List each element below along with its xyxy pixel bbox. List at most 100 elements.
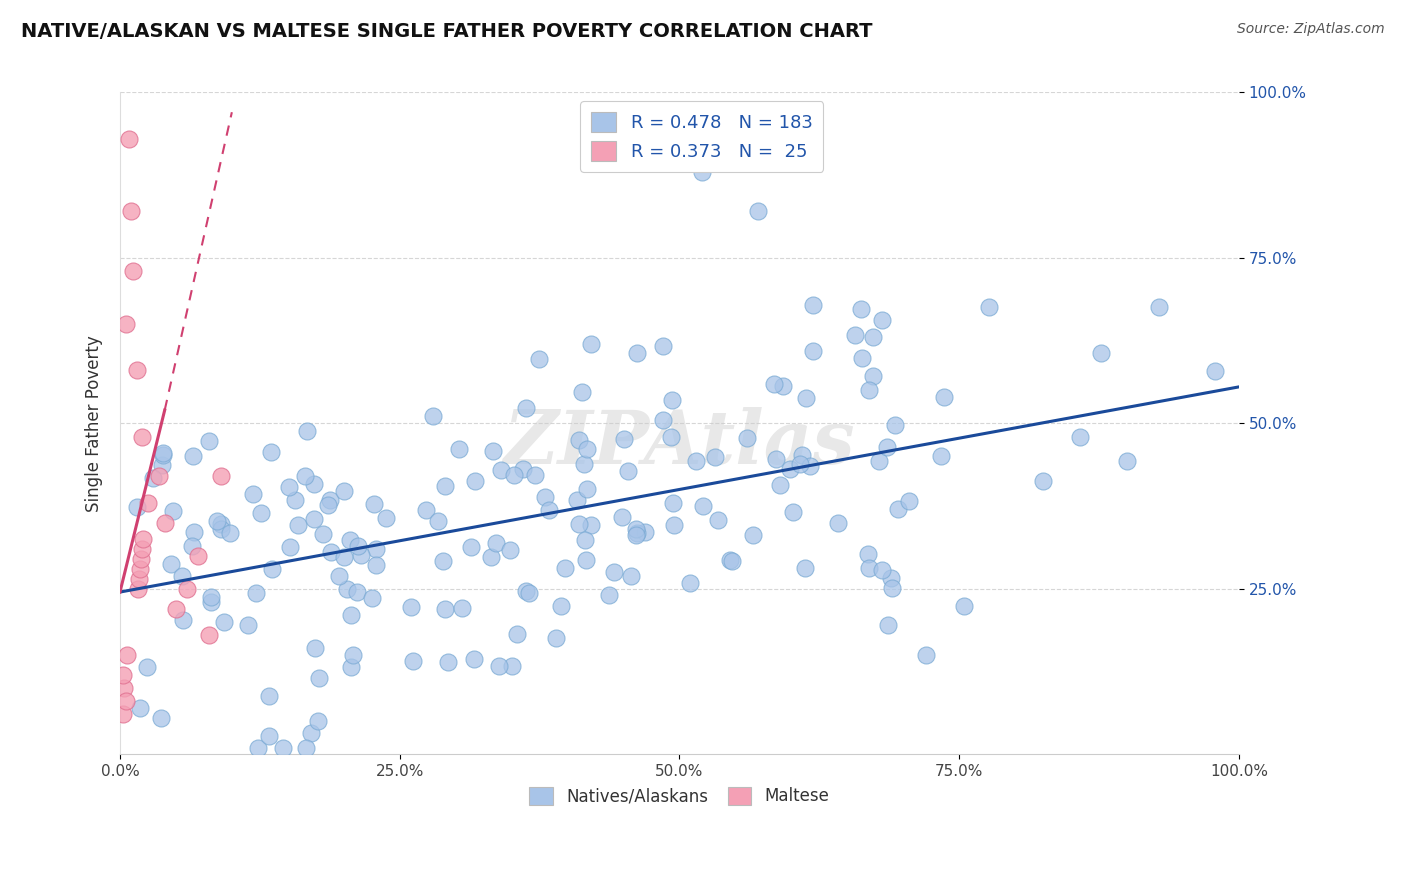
Point — [183, 525, 205, 540]
Point — [333, 484, 356, 499]
Point — [565, 492, 588, 507]
Point — [858, 383, 880, 397]
Point — [207, 514, 229, 528]
Point — [572, 457, 595, 471]
Point — [260, 444, 283, 458]
Point — [401, 599, 423, 614]
Point — [308, 671, 330, 685]
Point — [779, 462, 801, 476]
Point — [765, 452, 787, 467]
Point — [436, 655, 458, 669]
Point — [1147, 300, 1170, 314]
Point — [218, 525, 240, 540]
Point — [742, 528, 765, 542]
Point — [512, 462, 534, 476]
Point — [721, 554, 744, 568]
Point — [499, 543, 522, 558]
Point — [827, 516, 849, 530]
Point — [162, 504, 184, 518]
Legend: Natives/Alaskans, Maltese: Natives/Alaskans, Maltese — [523, 780, 837, 812]
Point — [172, 568, 194, 582]
Point — [366, 558, 388, 572]
Point — [312, 527, 335, 541]
Point — [692, 499, 714, 513]
Point — [112, 707, 135, 722]
Point — [150, 458, 173, 473]
Point — [172, 613, 194, 627]
Point — [236, 617, 259, 632]
Point — [260, 562, 283, 576]
Point — [527, 352, 550, 367]
Point — [880, 571, 903, 585]
Point — [433, 479, 456, 493]
Point — [427, 514, 450, 528]
Point — [876, 440, 898, 454]
Point — [868, 454, 890, 468]
Point — [295, 425, 318, 439]
Point — [1032, 474, 1054, 488]
Point — [198, 628, 221, 642]
Point — [707, 512, 730, 526]
Point — [209, 522, 232, 536]
Point — [485, 536, 508, 550]
Point — [579, 337, 602, 351]
Point — [952, 599, 974, 613]
Point — [129, 552, 152, 566]
Point — [491, 463, 513, 477]
Point — [538, 503, 561, 517]
Point — [479, 549, 502, 564]
Point — [287, 517, 309, 532]
Point — [862, 330, 884, 344]
Point — [278, 540, 301, 554]
Point — [856, 547, 879, 561]
Point — [127, 582, 149, 596]
Point — [626, 345, 648, 359]
Point — [661, 392, 683, 407]
Point — [165, 601, 187, 615]
Point — [120, 204, 142, 219]
Point — [460, 540, 482, 554]
Point — [375, 511, 398, 525]
Point — [690, 165, 713, 179]
Point — [142, 470, 165, 484]
Point — [363, 497, 385, 511]
Point — [503, 468, 526, 483]
Point — [579, 518, 602, 533]
Point — [574, 533, 596, 547]
Point — [793, 561, 815, 575]
Point — [884, 418, 907, 433]
Point — [501, 659, 523, 673]
Point — [319, 545, 342, 559]
Point — [482, 444, 505, 458]
Point — [769, 478, 792, 492]
Point — [575, 442, 598, 456]
Point — [575, 482, 598, 496]
Point — [803, 343, 825, 358]
Point — [181, 539, 204, 553]
Point — [294, 468, 316, 483]
Point — [271, 740, 294, 755]
Point — [685, 454, 707, 468]
Point — [789, 458, 811, 472]
Point — [792, 448, 814, 462]
Point — [214, 615, 236, 630]
Point — [882, 582, 904, 596]
Point — [209, 516, 232, 531]
Point — [152, 448, 174, 462]
Point — [782, 506, 804, 520]
Point — [131, 542, 153, 557]
Point — [517, 585, 540, 599]
Point — [125, 363, 148, 377]
Point — [422, 409, 444, 424]
Point — [794, 392, 817, 406]
Point — [718, 552, 741, 566]
Point — [148, 469, 170, 483]
Point — [346, 584, 368, 599]
Point — [575, 552, 598, 566]
Point — [112, 667, 135, 681]
Point — [197, 434, 219, 448]
Point — [862, 369, 884, 384]
Point — [877, 618, 900, 632]
Point — [128, 572, 150, 586]
Point — [679, 576, 702, 591]
